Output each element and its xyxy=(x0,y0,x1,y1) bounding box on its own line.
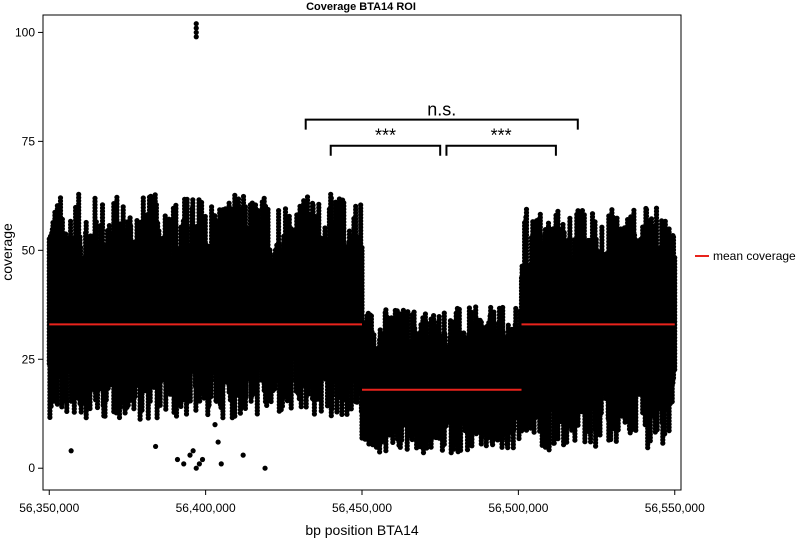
data-point xyxy=(71,409,77,415)
data-point xyxy=(116,414,123,421)
points-layer xyxy=(46,21,678,471)
data-point xyxy=(87,405,93,412)
data-point xyxy=(94,404,101,411)
data-point xyxy=(118,404,124,410)
data-point xyxy=(103,397,109,403)
data-point xyxy=(59,404,65,410)
data-point xyxy=(64,408,70,414)
data-point xyxy=(83,415,89,421)
data-point xyxy=(47,414,53,420)
data-point xyxy=(48,403,54,409)
data-point xyxy=(78,409,84,415)
chart-title: Coverage BTA14 ROI xyxy=(306,1,416,13)
data-point xyxy=(102,413,108,419)
data-point xyxy=(54,401,61,407)
